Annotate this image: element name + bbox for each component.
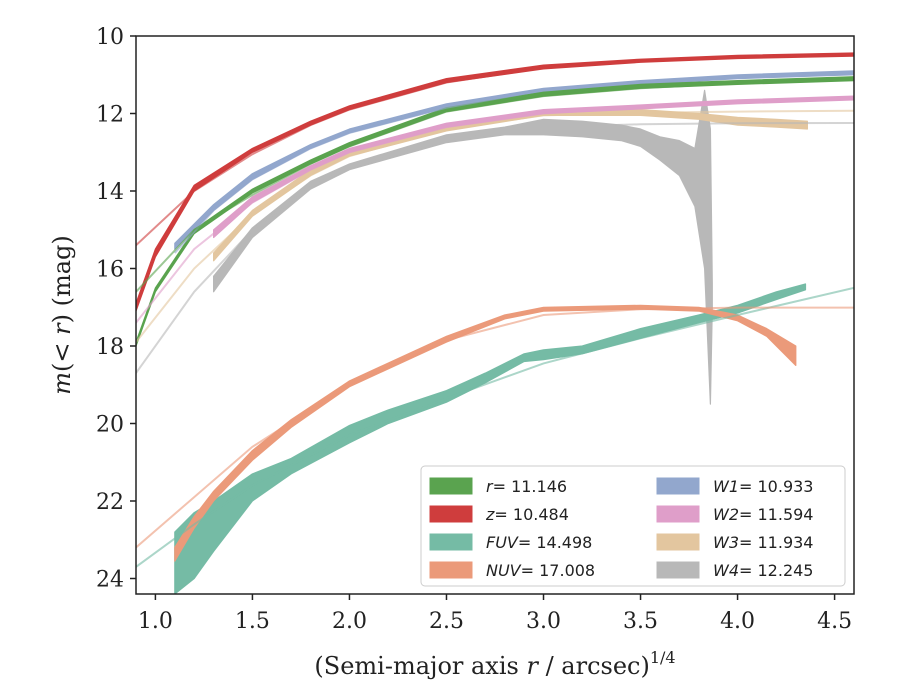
y-axis-label: m(< r) (mag) <box>48 235 76 395</box>
legend: r= 11.146 z= 10.484 FUV= 14.498 NUV= 17.008… <box>420 465 846 587</box>
band-z <box>136 52 854 312</box>
legend-label-NUV: NUV= 17.008 <box>486 561 595 580</box>
legend-swatch-W4 <box>656 561 700 579</box>
x-axis-label: (Semi-major axis r / arcsec)1/4 <box>314 648 675 680</box>
band-FUV <box>174 283 807 594</box>
y-tick-label: 22 <box>96 490 124 515</box>
x-axis-ticks: 1.0 1.5 2.0 2.5 3.0 3.5 4.0 4.5 <box>138 594 852 634</box>
y-tick-label: 18 <box>96 335 124 360</box>
legend-swatch-W1 <box>656 477 700 495</box>
series-fit-lines <box>136 53 854 568</box>
y-tick-label: 16 <box>96 258 124 283</box>
legend-label-W3: W3= 11.934 <box>713 533 813 552</box>
legend-box <box>420 465 846 587</box>
legend-label-FUV: FUV= 14.498 <box>486 533 592 552</box>
y-axis-ticks: 10 12 14 16 18 20 22 24 <box>96 25 136 593</box>
y-tick-label: 12 <box>96 103 124 128</box>
fit-line-W2 <box>136 97 854 324</box>
x-tick-label: 1.0 <box>138 609 173 634</box>
x-tick-label: 3.5 <box>623 609 658 634</box>
x-tick-label: 4.0 <box>720 609 755 634</box>
legend-label-W4: W4= 12.245 <box>713 561 813 580</box>
y-tick-label: 20 <box>96 413 124 438</box>
legend-swatch-z <box>429 505 473 523</box>
legend-swatch-W2 <box>656 505 700 523</box>
fit-line-W4 <box>136 122 854 374</box>
legend-label-r: r= 11.146 <box>486 477 567 496</box>
y-tick-label: 14 <box>96 180 124 205</box>
legend-label-W2: W2= 11.594 <box>713 505 813 524</box>
legend-swatch-NUV <box>429 561 473 579</box>
legend-swatch-FUV <box>429 533 473 551</box>
band-NUV <box>174 304 797 562</box>
x-tick-label: 3.0 <box>526 609 561 634</box>
fit-line-z <box>136 53 854 247</box>
plot-frame <box>135 35 855 595</box>
fit-line-W3 <box>136 109 854 343</box>
fit-line-r <box>136 78 854 293</box>
legend-label-z: z= 10.484 <box>485 505 569 524</box>
x-tick-label: 1.5 <box>235 609 270 634</box>
x-tick-label: 2.5 <box>429 609 464 634</box>
legend-label-W1: W1= 10.933 <box>713 477 813 496</box>
fit-line-FUV <box>136 286 854 568</box>
y-tick-label: 24 <box>96 568 124 593</box>
fit-line-NUV <box>136 306 854 549</box>
y-tick-label: 10 <box>96 25 124 50</box>
x-tick-label: 2.0 <box>332 609 367 634</box>
fit-line-W1 <box>174 71 854 254</box>
x-tick-label: 4.5 <box>817 609 852 634</box>
legend-swatch-W3 <box>656 533 700 551</box>
legend-swatch-r <box>429 477 473 495</box>
